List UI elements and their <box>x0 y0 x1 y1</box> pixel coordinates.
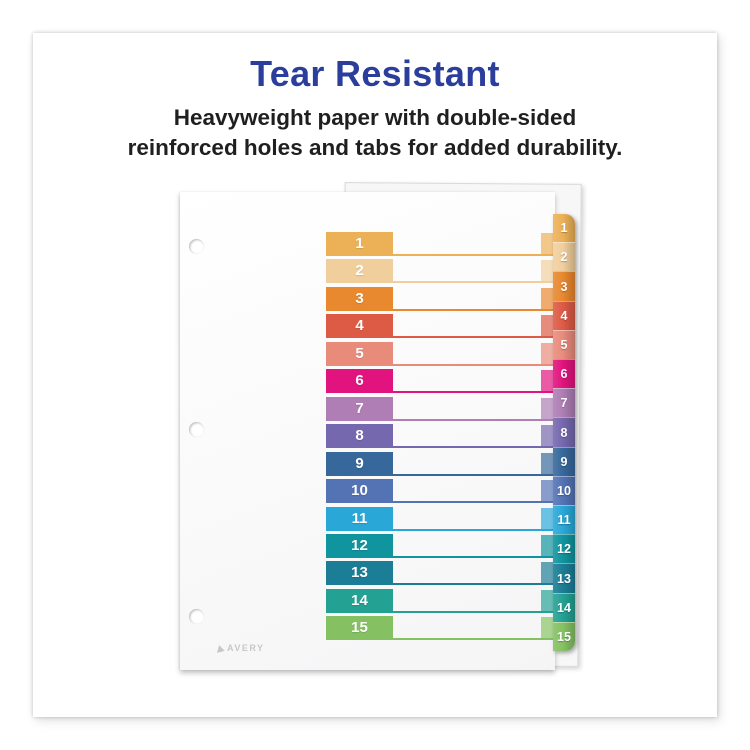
toc-row-rule <box>326 610 555 613</box>
toc-row-rule <box>326 281 555 284</box>
toc-row-block: 7 <box>326 396 393 420</box>
toc-row-rule <box>326 528 555 531</box>
toc-row-edge-block <box>541 315 555 337</box>
toc-row-edge-block <box>541 287 555 309</box>
index-tab: 1 <box>553 214 575 243</box>
index-tab-number: 4 <box>560 308 568 323</box>
toc-row-rule <box>326 391 555 394</box>
index-tab: 5 <box>553 329 575 360</box>
toc-row-edge-block <box>541 260 555 282</box>
index-tab-number: 8 <box>560 425 568 440</box>
index-tab-number: 12 <box>557 542 571 557</box>
index-tab: 4 <box>553 300 575 330</box>
tab-strip: 1 2 3 4 5 6 7 8 9 10 11 12 13 14 15 <box>553 214 575 651</box>
index-tab-number: 1 <box>560 221 568 236</box>
toc-row-rule <box>326 583 555 586</box>
index-tab-number: 10 <box>557 483 571 498</box>
index-tab-number: 6 <box>560 367 568 382</box>
avery-logo: AVERY <box>215 643 265 653</box>
punch-hole-top <box>189 239 204 254</box>
index-tab: 2 <box>553 242 575 272</box>
toc-row-rule <box>326 336 555 339</box>
index-tab-number: 7 <box>560 396 568 411</box>
toc-row-block: 4 <box>326 314 393 338</box>
divider-sheet: 1 2 3 4 5 6 7 8 9 10 11 12 13 14 15 AVERY <box>180 192 555 670</box>
toc-row-edge-block <box>541 452 555 474</box>
toc-row-rule <box>326 501 555 504</box>
index-tab-number: 2 <box>560 250 568 265</box>
toc-row-block: 15 <box>326 616 393 640</box>
toc-row-edge-block <box>541 507 555 529</box>
toc-row-edge-block <box>541 617 555 639</box>
toc-row-block: 1 <box>326 232 393 255</box>
toc-row-edge-block <box>541 397 555 419</box>
subheadline-line2: reinforced holes and tabs for added dura… <box>127 135 623 160</box>
toc-row-block: 6 <box>326 369 393 393</box>
index-tab: 13 <box>553 563 575 593</box>
toc-row-edge-block <box>541 589 555 611</box>
toc-row-block: 9 <box>326 451 393 475</box>
toc-row-rule <box>326 446 555 449</box>
index-tab-number: 15 <box>557 629 571 644</box>
toc-row-edge-block <box>541 233 555 254</box>
index-tab-number: 9 <box>560 454 568 469</box>
punch-hole-middle <box>189 422 204 437</box>
toc-row-edge-block <box>541 342 555 364</box>
toc-row-block: 14 <box>326 588 393 612</box>
punch-hole-bottom <box>189 609 204 624</box>
toc-row-edge-block <box>541 480 555 502</box>
index-tab: 3 <box>553 271 575 301</box>
subheadline: Heavyweight paper with double-sided reinf… <box>33 103 717 163</box>
index-tab: 14 <box>553 592 575 622</box>
toc-row-edge-block <box>541 370 555 392</box>
toc-row-rule <box>326 363 555 366</box>
toc-row-block: 10 <box>326 479 393 503</box>
toc-row-block: 13 <box>326 561 393 585</box>
index-tab-number: 13 <box>557 571 571 586</box>
product-image-card: Tear Resistant Heavyweight paper with do… <box>33 33 717 717</box>
toc-row-rule <box>326 254 555 256</box>
toc-row-edge-block <box>541 425 555 447</box>
avery-flag-icon <box>215 643 225 653</box>
avery-logo-text: AVERY <box>227 643 265 653</box>
index-tab: 11 <box>553 505 575 535</box>
subheadline-line1: Heavyweight paper with double-sided <box>173 105 577 130</box>
index-tab: 8 <box>553 417 575 447</box>
toc-row-block: 5 <box>326 341 393 365</box>
index-tab: 12 <box>553 534 575 564</box>
toc-row-block: 12 <box>326 533 393 557</box>
index-tab-number: 3 <box>560 279 568 294</box>
index-tab: 6 <box>553 359 575 389</box>
toc-row-rule <box>326 473 555 476</box>
toc-row-rule <box>326 555 555 558</box>
toc-row-rule <box>326 308 555 311</box>
index-tab: 15 <box>553 621 575 651</box>
index-tab: 9 <box>553 446 575 476</box>
toc-row-edge-block <box>541 562 555 584</box>
toc-row-block: 2 <box>326 259 393 283</box>
index-tab-number: 14 <box>557 600 571 615</box>
headline: Tear Resistant <box>250 53 500 94</box>
index-tab-number: 5 <box>560 337 568 352</box>
toc-row-block: 3 <box>326 286 393 310</box>
toc-row-rule <box>326 418 555 421</box>
index-tab: 10 <box>553 475 575 506</box>
toc-row-block: 11 <box>326 506 393 530</box>
index-tab-number: 11 <box>557 513 571 528</box>
toc-row-edge-block <box>541 534 555 556</box>
toc-row-rule <box>326 638 555 641</box>
index-tab: 7 <box>553 388 575 418</box>
toc-row-block: 8 <box>326 424 393 448</box>
